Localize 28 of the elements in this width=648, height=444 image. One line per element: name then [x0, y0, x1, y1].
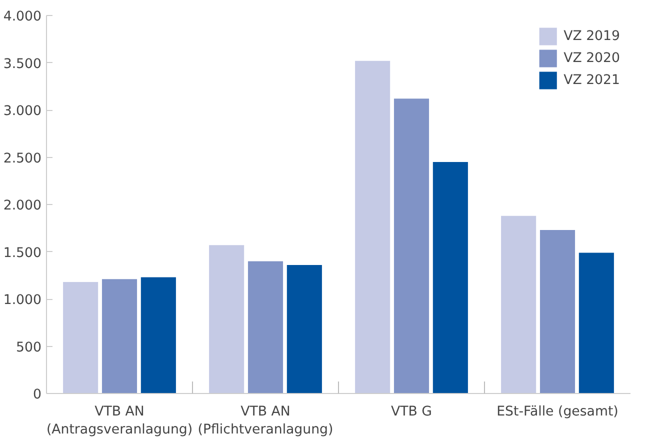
x-tick-label: VTB G [391, 404, 432, 420]
y-tick-label: 4.000 [3, 10, 42, 24]
bar [248, 261, 284, 394]
x-tick-label: ESt-Fälle (gesamt) [496, 404, 618, 420]
legend-label: VZ 2021 [564, 72, 620, 88]
y-tick-label: 3.000 [3, 104, 42, 119]
y-tick-label: 1.500 [3, 246, 42, 261]
y-tick-label: 500 [16, 340, 42, 356]
bar [501, 216, 536, 394]
bar [140, 277, 176, 394]
bar [286, 264, 322, 394]
legend-label: VZ 2020 [564, 50, 620, 66]
bar [394, 98, 430, 394]
x-tick-label: VTB AN (Pflichtveranlagung) [198, 404, 334, 438]
bar [432, 162, 468, 394]
y-tick-label: 3.500 [3, 56, 42, 72]
y-tick-label: 0 [33, 388, 42, 402]
bar [578, 252, 614, 394]
bar [540, 230, 576, 394]
legend-label: VZ 2019 [564, 28, 620, 44]
bar [209, 245, 244, 394]
bar [63, 282, 98, 394]
y-tick-label: 2.000 [3, 198, 42, 214]
bar [355, 60, 390, 394]
y-tick-label: 1.000 [3, 293, 42, 308]
x-tick-label: VTB AN (Antragsveranlagung) [46, 404, 193, 438]
y-tick-label: 2.500 [3, 151, 42, 166]
bar [102, 279, 138, 394]
